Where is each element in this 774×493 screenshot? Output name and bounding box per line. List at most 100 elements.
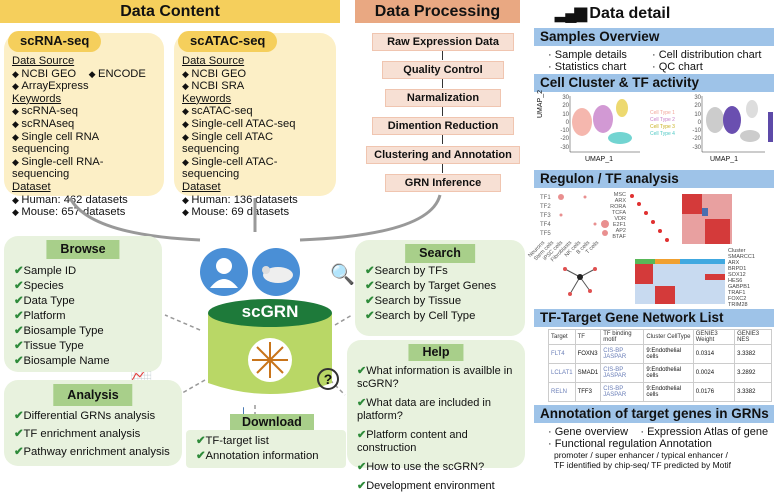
cell: 0.0176 [692, 382, 736, 402]
analysis-item[interactable]: Pathway enrichment analysis [14, 443, 174, 461]
keyword: Single cell RNA sequencing [12, 131, 158, 156]
connector-lines [68, 194, 442, 430]
motif-link[interactable]: CIS-BP JASPAR [600, 344, 645, 364]
cell: FOXN3 [574, 344, 602, 364]
bullet: Functional regulation Annotation [554, 438, 712, 450]
arrow [442, 51, 443, 60]
search-item[interactable]: Search by Cell Type [365, 309, 517, 324]
help-item[interactable]: What data are included in platform? [357, 397, 517, 423]
target-link[interactable]: RELN [548, 382, 576, 402]
source: ENCODE [89, 68, 146, 80]
bullet: Sample details [554, 49, 627, 61]
cell: 3.3382 [734, 382, 772, 402]
download-item[interactable]: Annotation information [196, 449, 338, 464]
y-tick: 20 [694, 103, 701, 110]
col-header[interactable]: Target [548, 329, 576, 345]
search-panel: Search Search by TFs Search by Target Ge… [355, 240, 525, 336]
umap-xlabel: UMAP_1 [585, 156, 614, 163]
tf-label: TF3 [540, 213, 551, 219]
annotation-sub: promoter / super enhancer / typical enha… [554, 450, 728, 460]
target-link[interactable]: FLT4 [548, 344, 576, 364]
browse-item[interactable]: Data Type [14, 294, 154, 309]
target-link[interactable]: LCLAT1 [548, 363, 576, 383]
regulon-labels: MSC ARX RORA TCFA VDR E2F1 AP2 BTAF [600, 192, 626, 240]
col-header[interactable]: TF binding motif [600, 329, 645, 345]
help-item[interactable]: How to use the scGRN? [357, 461, 517, 474]
legend-item: Cell Type 1 [650, 110, 675, 116]
legend-item: Cell Type 3 [650, 124, 675, 130]
help-icon: ? [317, 368, 339, 390]
gene-label: BRPD1 [728, 266, 747, 272]
download-panel: TF-target list Annotation information [186, 430, 346, 468]
bar-chart-icon: ▂▄▆ [555, 5, 587, 22]
section-label: Dataset [12, 180, 51, 193]
search-item[interactable]: Search by TFs [365, 264, 517, 279]
help-panel: Help What information is availble in scG… [347, 340, 525, 492]
col-header[interactable]: GENIE3 NES [734, 329, 772, 345]
y-tick: 10 [562, 111, 569, 118]
keyword: Single cell ATAC sequencing [182, 131, 330, 156]
search-icon: 🔍 [330, 264, 355, 286]
motif-link[interactable]: CIS-BP JASPAR [600, 363, 645, 383]
search-item[interactable]: Search by Target Genes [365, 279, 517, 294]
browse-item[interactable]: Sample ID [14, 264, 154, 279]
browse-item[interactable]: Tissue Type [14, 339, 154, 354]
gene-label: TRIM28 [728, 302, 748, 308]
bullet: Cell distribution chart [658, 49, 762, 61]
keyword: Single-cell ATAC-sequencing [182, 156, 330, 181]
dataset: Mouse: 69 datasets [182, 206, 330, 219]
data-processing-header: Data Processing [355, 0, 520, 23]
step-normalization: Narmalization [385, 89, 501, 107]
y-tick: -10 [692, 128, 701, 135]
y-tick: -10 [560, 128, 569, 135]
source: NCBI SRA [182, 80, 330, 93]
database-icon [208, 299, 332, 394]
keyword: scRNA-seq [12, 105, 158, 118]
cell: TFF3 [574, 382, 602, 402]
arrow [442, 79, 443, 88]
browse-panel: Browse Sample ID Species Data Type Platf… [4, 236, 162, 372]
table-row: FLT4 FOXN3 CIS-BP JASPAR 9:Endothelial cell… [548, 344, 772, 364]
help-item[interactable]: What information is availble in scGRN? [357, 365, 517, 391]
network-table: Target TF TF binding motif Cluster CellType… [548, 329, 772, 402]
analysis-item[interactable]: Differential GRNs analysis [14, 407, 174, 425]
gene-label: GABPB1 [728, 284, 751, 290]
regulon-label: TCFA [611, 210, 626, 216]
section-label: Keywords [182, 92, 232, 105]
y-tick: 20 [562, 103, 569, 110]
tf-label: TF2 [540, 204, 551, 210]
gene-label: HES6 [728, 278, 743, 284]
col-header[interactable]: TF [574, 329, 602, 345]
analysis-item[interactable]: TF enrichment analysis [14, 425, 174, 443]
help-item[interactable]: Platform content and construction [357, 429, 517, 455]
download-item[interactable]: TF-target list [196, 434, 338, 449]
legend-item: Cell Type 2 [650, 117, 675, 123]
help-item[interactable]: Development environment [357, 480, 517, 493]
samples-overview-bar: Samples Overview [534, 28, 774, 46]
analysis-title: Analysis [53, 384, 133, 406]
col-header[interactable]: GENIE3 Weight [692, 329, 736, 345]
section-label: Keywords [12, 92, 62, 105]
cell: 9:Endothelial cells [643, 363, 694, 383]
dataset: Human: 136 datasets [182, 194, 330, 207]
browse-title: Browse [46, 240, 120, 259]
dataset: Human: 462 datasets [12, 194, 158, 207]
tf-label: TF5 [540, 231, 551, 237]
network-list-bar: TF-Target Gene Network List [534, 309, 774, 327]
step-raw-data: Raw Expression Data [372, 33, 514, 51]
arrow [442, 164, 443, 173]
step-clustering: Clustering and Annotation [366, 146, 520, 164]
col-header[interactable]: Cluster CellType [643, 329, 694, 345]
search-item[interactable]: Search by Tissue [365, 294, 517, 309]
regulon-label: MSC [613, 192, 626, 198]
scatac-box: scATAC-seq Data Source NCBI GEO NCBI SRA… [174, 31, 336, 218]
cell: 9:Endothelial cells [643, 382, 694, 402]
browse-item[interactable]: Biosample Name [14, 354, 154, 369]
motif-link[interactable]: CIS-BP JASPAR [600, 382, 645, 402]
keyword: scATAC-seq [182, 105, 330, 118]
arrow [442, 135, 443, 144]
browse-item[interactable]: Species [14, 279, 154, 294]
browse-item[interactable]: Biosample Type [14, 324, 154, 339]
browse-item[interactable]: Platform [14, 309, 154, 324]
cell: 3.3382 [734, 344, 772, 364]
